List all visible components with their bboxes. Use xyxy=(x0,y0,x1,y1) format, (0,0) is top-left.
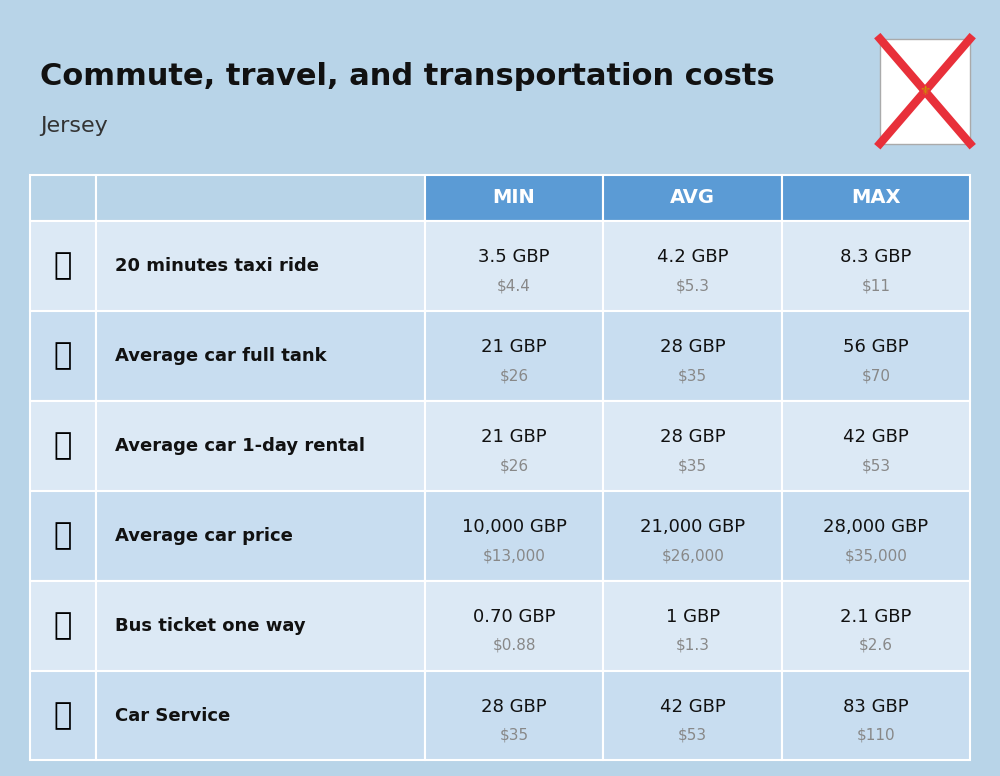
FancyBboxPatch shape xyxy=(782,580,970,670)
FancyBboxPatch shape xyxy=(30,23,970,167)
Text: Commute, travel, and transportation costs: Commute, travel, and transportation cost… xyxy=(40,62,775,91)
FancyBboxPatch shape xyxy=(782,221,970,311)
Text: 28,000 GBP: 28,000 GBP xyxy=(823,518,929,535)
Text: $53: $53 xyxy=(861,458,891,473)
Text: 28 GBP: 28 GBP xyxy=(660,428,726,446)
Text: Bus ticket one way: Bus ticket one way xyxy=(115,617,305,635)
FancyBboxPatch shape xyxy=(603,670,782,760)
Text: 🚌: 🚌 xyxy=(54,611,72,640)
Text: MIN: MIN xyxy=(493,189,535,207)
FancyBboxPatch shape xyxy=(782,311,970,401)
FancyBboxPatch shape xyxy=(425,221,603,311)
Text: ⛽: ⛽ xyxy=(54,341,72,370)
Text: ⚜: ⚜ xyxy=(919,85,931,98)
FancyBboxPatch shape xyxy=(603,580,782,670)
Text: 0.70 GBP: 0.70 GBP xyxy=(473,608,555,625)
Text: Average car 1-day rental: Average car 1-day rental xyxy=(115,437,365,455)
FancyBboxPatch shape xyxy=(425,580,603,670)
Text: $35,000: $35,000 xyxy=(845,548,907,563)
FancyBboxPatch shape xyxy=(603,491,782,580)
Text: MAX: MAX xyxy=(851,189,901,207)
Text: $53: $53 xyxy=(678,728,707,743)
Text: Average car price: Average car price xyxy=(115,527,292,545)
Text: $11: $11 xyxy=(861,279,890,293)
Text: AVG: AVG xyxy=(670,189,715,207)
Text: 21 GBP: 21 GBP xyxy=(481,338,547,356)
Text: $110: $110 xyxy=(857,728,895,743)
Text: 2.1 GBP: 2.1 GBP xyxy=(840,608,912,625)
FancyBboxPatch shape xyxy=(30,221,96,311)
FancyBboxPatch shape xyxy=(96,670,425,760)
Text: 3.5 GBP: 3.5 GBP xyxy=(478,248,550,266)
FancyBboxPatch shape xyxy=(782,670,970,760)
FancyBboxPatch shape xyxy=(425,670,603,760)
FancyBboxPatch shape xyxy=(30,175,96,221)
FancyBboxPatch shape xyxy=(96,311,425,401)
Text: 21,000 GBP: 21,000 GBP xyxy=(640,518,745,535)
Text: $2.6: $2.6 xyxy=(859,638,893,653)
Text: 10,000 GBP: 10,000 GBP xyxy=(462,518,567,535)
Text: 1 GBP: 1 GBP xyxy=(666,608,720,625)
FancyBboxPatch shape xyxy=(425,175,603,221)
Text: $35: $35 xyxy=(500,728,529,743)
Text: 42 GBP: 42 GBP xyxy=(843,428,909,446)
Text: 🚕: 🚕 xyxy=(54,251,72,281)
Text: 28 GBP: 28 GBP xyxy=(660,338,726,356)
Text: $26: $26 xyxy=(500,458,529,473)
Text: $26: $26 xyxy=(500,369,529,383)
FancyBboxPatch shape xyxy=(782,491,970,580)
FancyBboxPatch shape xyxy=(425,401,603,491)
FancyBboxPatch shape xyxy=(880,39,970,144)
FancyBboxPatch shape xyxy=(30,491,96,580)
FancyBboxPatch shape xyxy=(603,401,782,491)
FancyBboxPatch shape xyxy=(30,580,96,670)
FancyBboxPatch shape xyxy=(96,221,425,311)
FancyBboxPatch shape xyxy=(603,175,782,221)
FancyBboxPatch shape xyxy=(782,401,970,491)
Text: 🚙: 🚙 xyxy=(54,431,72,460)
FancyBboxPatch shape xyxy=(603,221,782,311)
FancyBboxPatch shape xyxy=(30,311,96,401)
FancyBboxPatch shape xyxy=(425,491,603,580)
Text: $1.3: $1.3 xyxy=(676,638,710,653)
Text: Car Service: Car Service xyxy=(115,706,230,725)
FancyBboxPatch shape xyxy=(96,401,425,491)
Text: 28 GBP: 28 GBP xyxy=(481,698,547,715)
FancyBboxPatch shape xyxy=(96,580,425,670)
Text: $13,000: $13,000 xyxy=(483,548,546,563)
Text: 42 GBP: 42 GBP xyxy=(660,698,726,715)
FancyBboxPatch shape xyxy=(782,175,970,221)
Text: $5.3: $5.3 xyxy=(676,279,710,293)
Text: 83 GBP: 83 GBP xyxy=(843,698,909,715)
Text: 21 GBP: 21 GBP xyxy=(481,428,547,446)
Text: $35: $35 xyxy=(678,458,707,473)
Text: $4.4: $4.4 xyxy=(497,279,531,293)
Text: $26,000: $26,000 xyxy=(661,548,724,563)
Text: $70: $70 xyxy=(861,369,890,383)
Text: Jersey: Jersey xyxy=(40,116,108,137)
FancyBboxPatch shape xyxy=(425,311,603,401)
Text: 🔧: 🔧 xyxy=(54,701,72,730)
Text: $0.88: $0.88 xyxy=(492,638,536,653)
Text: 56 GBP: 56 GBP xyxy=(843,338,909,356)
Text: $35: $35 xyxy=(678,369,707,383)
Text: 20 minutes taxi ride: 20 minutes taxi ride xyxy=(115,257,319,275)
Text: 🚗: 🚗 xyxy=(54,521,72,550)
FancyBboxPatch shape xyxy=(96,175,425,221)
FancyBboxPatch shape xyxy=(603,311,782,401)
Text: 4.2 GBP: 4.2 GBP xyxy=(657,248,728,266)
Text: Average car full tank: Average car full tank xyxy=(115,347,326,365)
FancyBboxPatch shape xyxy=(96,491,425,580)
FancyBboxPatch shape xyxy=(30,401,96,491)
FancyBboxPatch shape xyxy=(30,670,96,760)
Text: 8.3 GBP: 8.3 GBP xyxy=(840,248,912,266)
